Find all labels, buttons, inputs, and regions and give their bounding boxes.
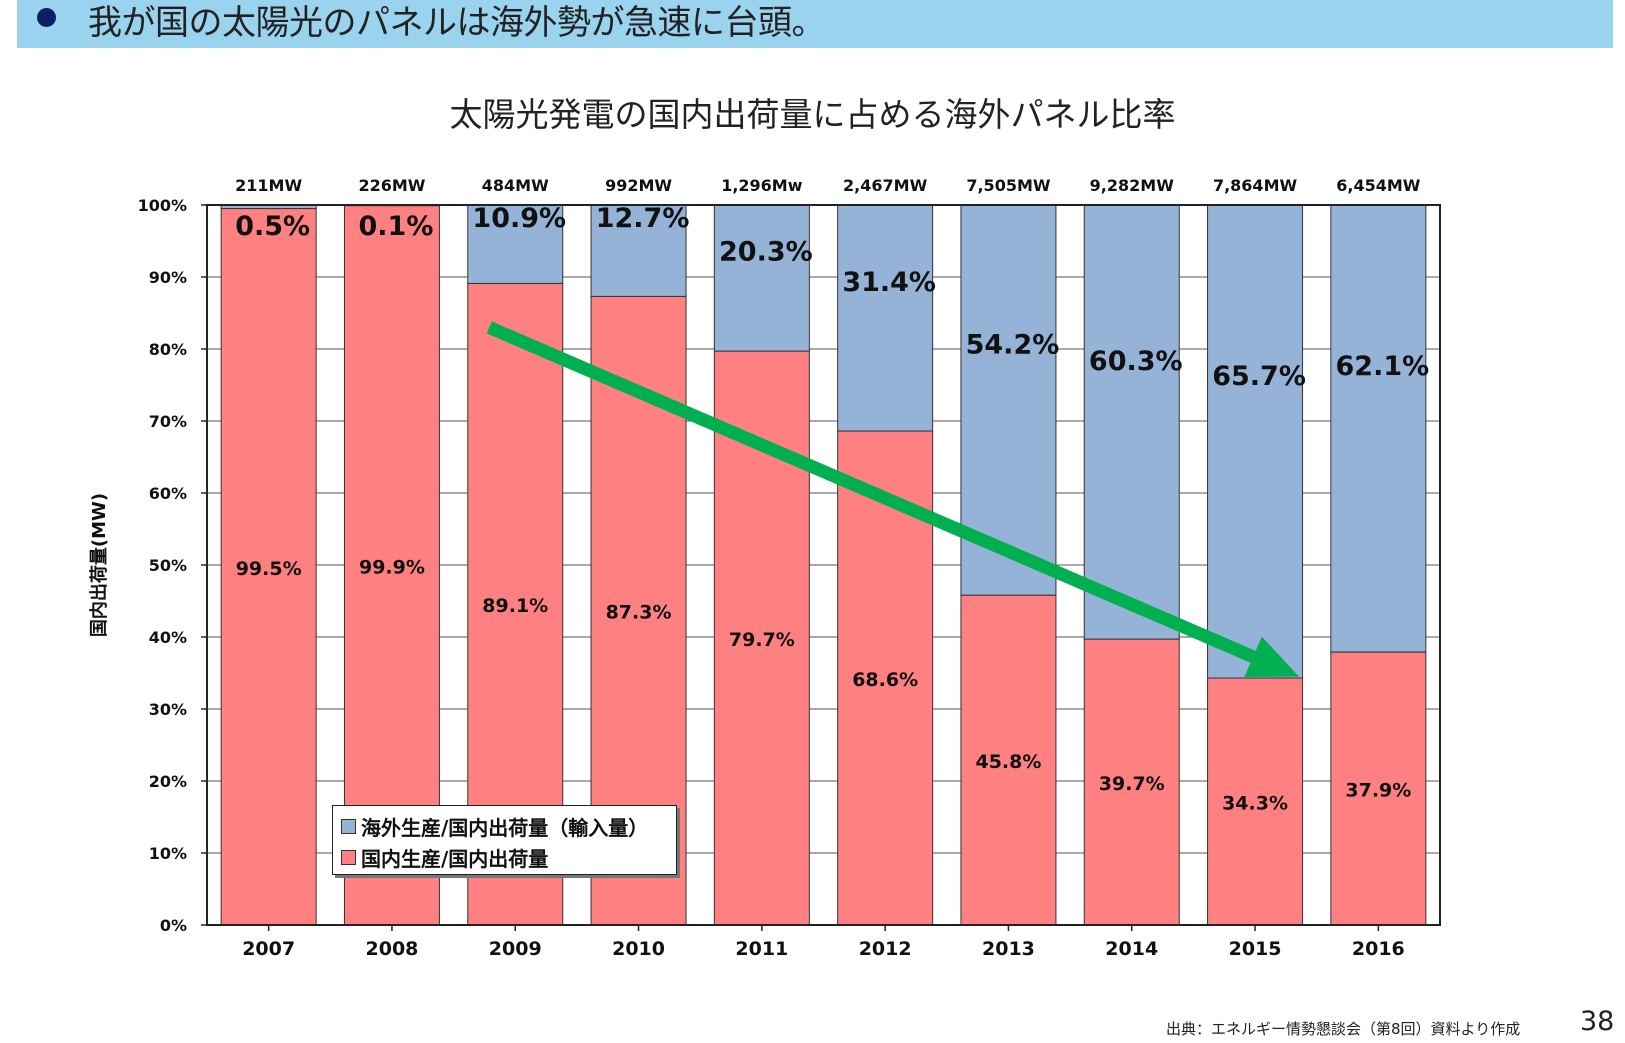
total-label: 7,505MW [966, 176, 1051, 195]
x-tick-label: 2010 [612, 938, 665, 960]
bar-domestic [1207, 677, 1304, 926]
total-label: 7,864MW [1213, 176, 1298, 195]
x-tick-label: 2016 [1352, 938, 1405, 960]
total-label: 211MW [235, 176, 302, 195]
data-label-domestic: 99.5% [236, 558, 302, 580]
data-label-overseas: 62.1% [1336, 351, 1430, 382]
total-label: 6,454MW [1336, 176, 1421, 195]
chart-title: 太陽光発電の国内出荷量に占める海外パネル比率 [449, 95, 1176, 134]
data-label-domestic: 37.9% [1345, 780, 1411, 802]
total-label: 484MW [482, 176, 549, 195]
data-label-overseas: 54.2% [966, 329, 1060, 360]
plot-frame [206, 204, 1441, 926]
data-label-domestic: 45.8% [975, 751, 1041, 773]
source-note: 出典：エネルギー情勢懇談会（第8回）資料より作成 [1166, 1020, 1521, 1038]
x-tick-label: 2009 [489, 938, 542, 960]
slide-heading: 我が国の太陽光のパネルは海外勢が急速に台頭。 [88, 3, 826, 43]
bar-domestic [1330, 651, 1427, 926]
data-label-domestic: 68.6% [852, 669, 918, 691]
total-label: 1,296Mw [721, 176, 803, 195]
total-label: 2,467MW [843, 176, 928, 195]
total-label: 226MW [358, 176, 425, 195]
y-axis-title: 国内出荷量(MW) [88, 493, 110, 637]
x-tick-label: 2015 [1229, 938, 1282, 960]
data-label-domestic: 99.9% [359, 556, 425, 578]
bar-overseas [1330, 204, 1427, 653]
x-tick-label: 2008 [366, 938, 419, 960]
legend-item-domestic: 国内生産/国内出荷量 [341, 842, 668, 873]
bar-overseas [1207, 204, 1304, 679]
data-label-overseas: 60.3% [1089, 346, 1183, 377]
data-label-overseas: 0.5% [235, 211, 310, 242]
chart-legend: 海外生産/国内出荷量（輸入量） 国内生産/国内出荷量 [332, 805, 677, 875]
bar-overseas [713, 204, 810, 352]
page-number: 38 [1580, 1006, 1615, 1037]
legend-swatch-domestic [341, 850, 356, 865]
x-tick-label: 2012 [859, 938, 912, 960]
y-tick-label: 80% [149, 340, 187, 359]
y-tick-label: 70% [149, 412, 187, 431]
y-tick-label: 100% [138, 196, 187, 215]
legend-item-overseas: 海外生産/国内出荷量（輸入量） [341, 811, 668, 842]
data-label-overseas: 20.3% [719, 237, 813, 268]
x-tick-label: 2007 [242, 938, 295, 960]
bar-overseas [960, 204, 1057, 596]
data-label-domestic: 89.1% [482, 595, 548, 617]
bar-domestic [1083, 638, 1180, 926]
header-band [17, 0, 1613, 48]
data-label-domestic: 79.7% [729, 629, 795, 651]
y-tick-label: 60% [149, 484, 187, 503]
data-label-overseas: 0.1% [359, 211, 434, 242]
bar-domestic [220, 208, 317, 926]
y-tick-label: 50% [149, 556, 187, 575]
bar-domestic [960, 594, 1057, 926]
y-tick-label: 40% [149, 628, 187, 647]
data-label-overseas: 31.4% [842, 267, 936, 298]
bar-overseas [467, 204, 564, 284]
x-tick-label: 2013 [982, 938, 1035, 960]
bar-overseas [837, 204, 934, 432]
y-tick-label: 30% [149, 700, 187, 719]
data-label-overseas: 12.7% [596, 203, 690, 234]
total-label: 9,282MW [1090, 176, 1175, 195]
total-label: 992MW [605, 176, 672, 195]
y-tick-label: 90% [149, 268, 187, 287]
trend-arrow-shaft [486, 321, 1256, 663]
data-label-overseas: 65.7% [1212, 361, 1306, 392]
data-label-domestic: 39.7% [1099, 773, 1165, 795]
legend-label-domestic: 国内生産/国内出荷量 [361, 847, 549, 871]
legend-swatch-overseas [341, 819, 356, 834]
y-tick-label: 20% [149, 772, 187, 791]
bar-overseas [1083, 204, 1180, 640]
legend-label-overseas: 海外生産/国内出荷量（輸入量） [361, 816, 649, 840]
bar-overseas [590, 204, 687, 297]
x-tick-label: 2011 [735, 938, 788, 960]
trend-arrow-head [1244, 636, 1299, 677]
y-tick-label: 0% [160, 916, 187, 935]
data-label-domestic: 87.3% [606, 602, 672, 624]
bullet-icon [37, 8, 56, 27]
y-tick-label: 10% [149, 844, 187, 863]
data-label-overseas: 10.9% [472, 203, 566, 234]
data-label-domestic: 34.3% [1222, 793, 1288, 815]
x-tick-label: 2014 [1105, 938, 1158, 960]
